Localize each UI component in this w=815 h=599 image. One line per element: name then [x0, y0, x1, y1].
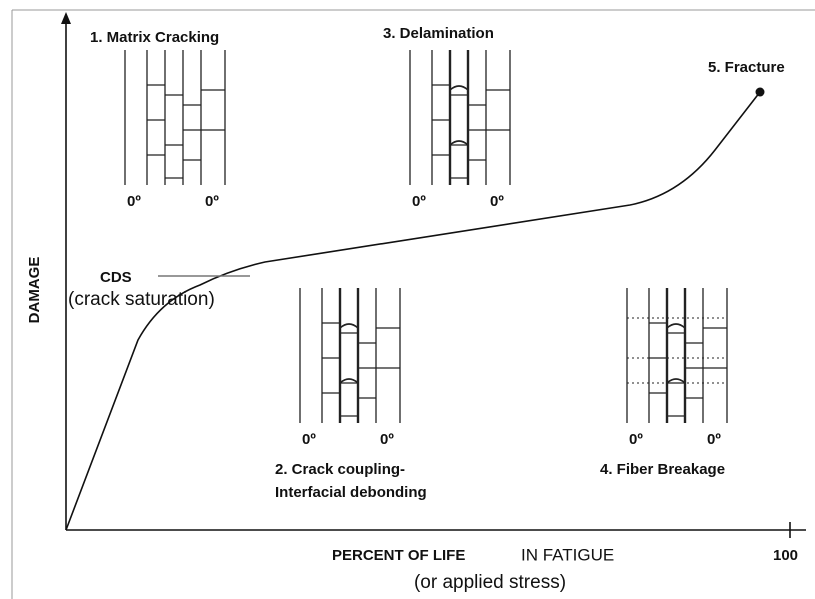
x-label: PERCENT OF LIFE: [332, 547, 465, 564]
delamination: [340, 324, 358, 328]
stage-title: 5. Fracture: [708, 59, 785, 76]
stage-title: Interfacial debonding: [275, 484, 427, 501]
angle-label: 0º: [302, 431, 316, 448]
page: {"axes": {"y_label": "DAMAGE", "x_label_…: [0, 0, 815, 599]
fracture-point: [756, 88, 765, 97]
angle-label: 0º: [707, 431, 721, 448]
cds-note: (crack saturation): [68, 289, 215, 310]
delamination: [667, 324, 685, 328]
x-label-sub: (or applied stress): [414, 572, 566, 593]
angle-label: 0º: [380, 431, 394, 448]
diagram: DAMAGE PERCENT OF LIFE IN FATIGUE (or ap…: [0, 0, 815, 599]
delamination: [450, 86, 468, 90]
angle-label: 0º: [629, 431, 643, 448]
y-arrow: [61, 12, 71, 24]
x-label-rest: IN FATIGUE: [521, 545, 614, 564]
y-label: DAMAGE: [26, 257, 43, 324]
x-end: 100: [773, 547, 798, 564]
angle-label: 0º: [412, 193, 426, 210]
angle-label: 0º: [127, 193, 141, 210]
cds-label: CDS: [100, 269, 132, 286]
stage-title: 2. Crack coupling-: [275, 461, 405, 478]
angle-label: 0º: [490, 193, 504, 210]
stage-title: 4. Fiber Breakage: [600, 461, 725, 478]
stage-title: 1. Matrix Cracking: [90, 29, 219, 46]
stage-title: 3. Delamination: [383, 25, 494, 42]
angle-label: 0º: [205, 193, 219, 210]
